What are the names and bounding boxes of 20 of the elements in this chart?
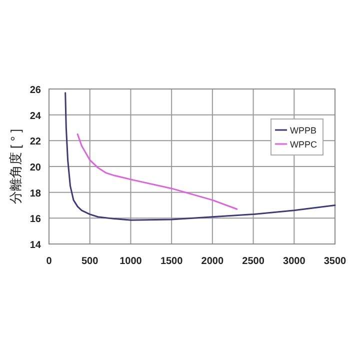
x-tick-label: 1000 [120,256,142,267]
x-tick-label: 0 [46,256,52,267]
y-tick-label: 18 [30,188,42,200]
x-tick-label: 1500 [160,256,184,267]
legend-label: WPPC [290,140,318,150]
x-tick-label: 500 [82,256,99,267]
y-tick-label: 20 [30,162,42,174]
y-tick-label: 22 [30,136,42,148]
y-axis-title: 分離角度 [ ° ] [8,128,23,204]
line-series [64,92,336,221]
x-tick-label: 2000 [201,256,224,267]
x-tick-label: 3500 [324,256,347,267]
y-tick-label: 24 [30,110,42,122]
x-tick-label: 2500 [242,256,265,267]
legend-label: WPPB [290,126,317,136]
y-tick-label: 16 [30,214,42,226]
x-tick-label: 3000 [283,256,306,267]
line-series [76,133,238,210]
y-tick-label: 26 [30,85,42,96]
y-tick-label: 14 [30,240,42,251]
